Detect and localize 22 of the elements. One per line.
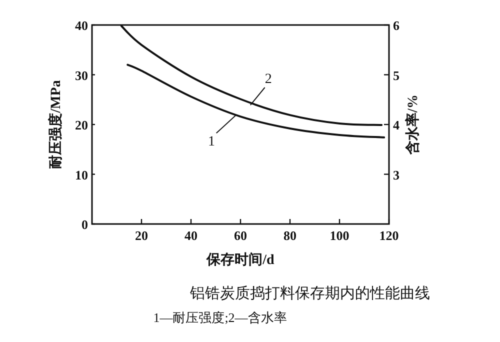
annotation: 2 (264, 72, 272, 88)
y-tick-label: 30 (75, 68, 88, 83)
text: 1—耐压强度;2—含水率 (153, 310, 287, 325)
x-tick-label: 100 (330, 228, 350, 243)
x-tick-label: 20 (135, 228, 148, 243)
y2-tick-label: 6 (393, 18, 400, 33)
y-tick-label: 10 (75, 167, 88, 182)
y2-tick-label: 5 (393, 68, 400, 83)
y-axis-title: 耐压强度/MPa (47, 80, 64, 169)
x-tick-label: 120 (379, 228, 399, 243)
x-tick-label: 80 (284, 228, 296, 243)
x-axis-title: 保存时间/d (206, 252, 275, 268)
text: 铝锆炭质捣打料保存期内的性能曲线 (189, 285, 430, 302)
y-tick-label: 0 (82, 217, 88, 232)
y2-tick-label: 3 (393, 167, 400, 182)
x-tick-label: 40 (184, 228, 198, 243)
y2-tick-label: 4 (393, 118, 400, 132)
x-tick-label: 60 (234, 228, 247, 243)
y-tick-label: 20 (75, 118, 88, 132)
y2-axis-title: 含水率/% (404, 94, 421, 156)
annotation: 1 (208, 134, 216, 150)
y-tick-label: 40 (75, 18, 88, 33)
